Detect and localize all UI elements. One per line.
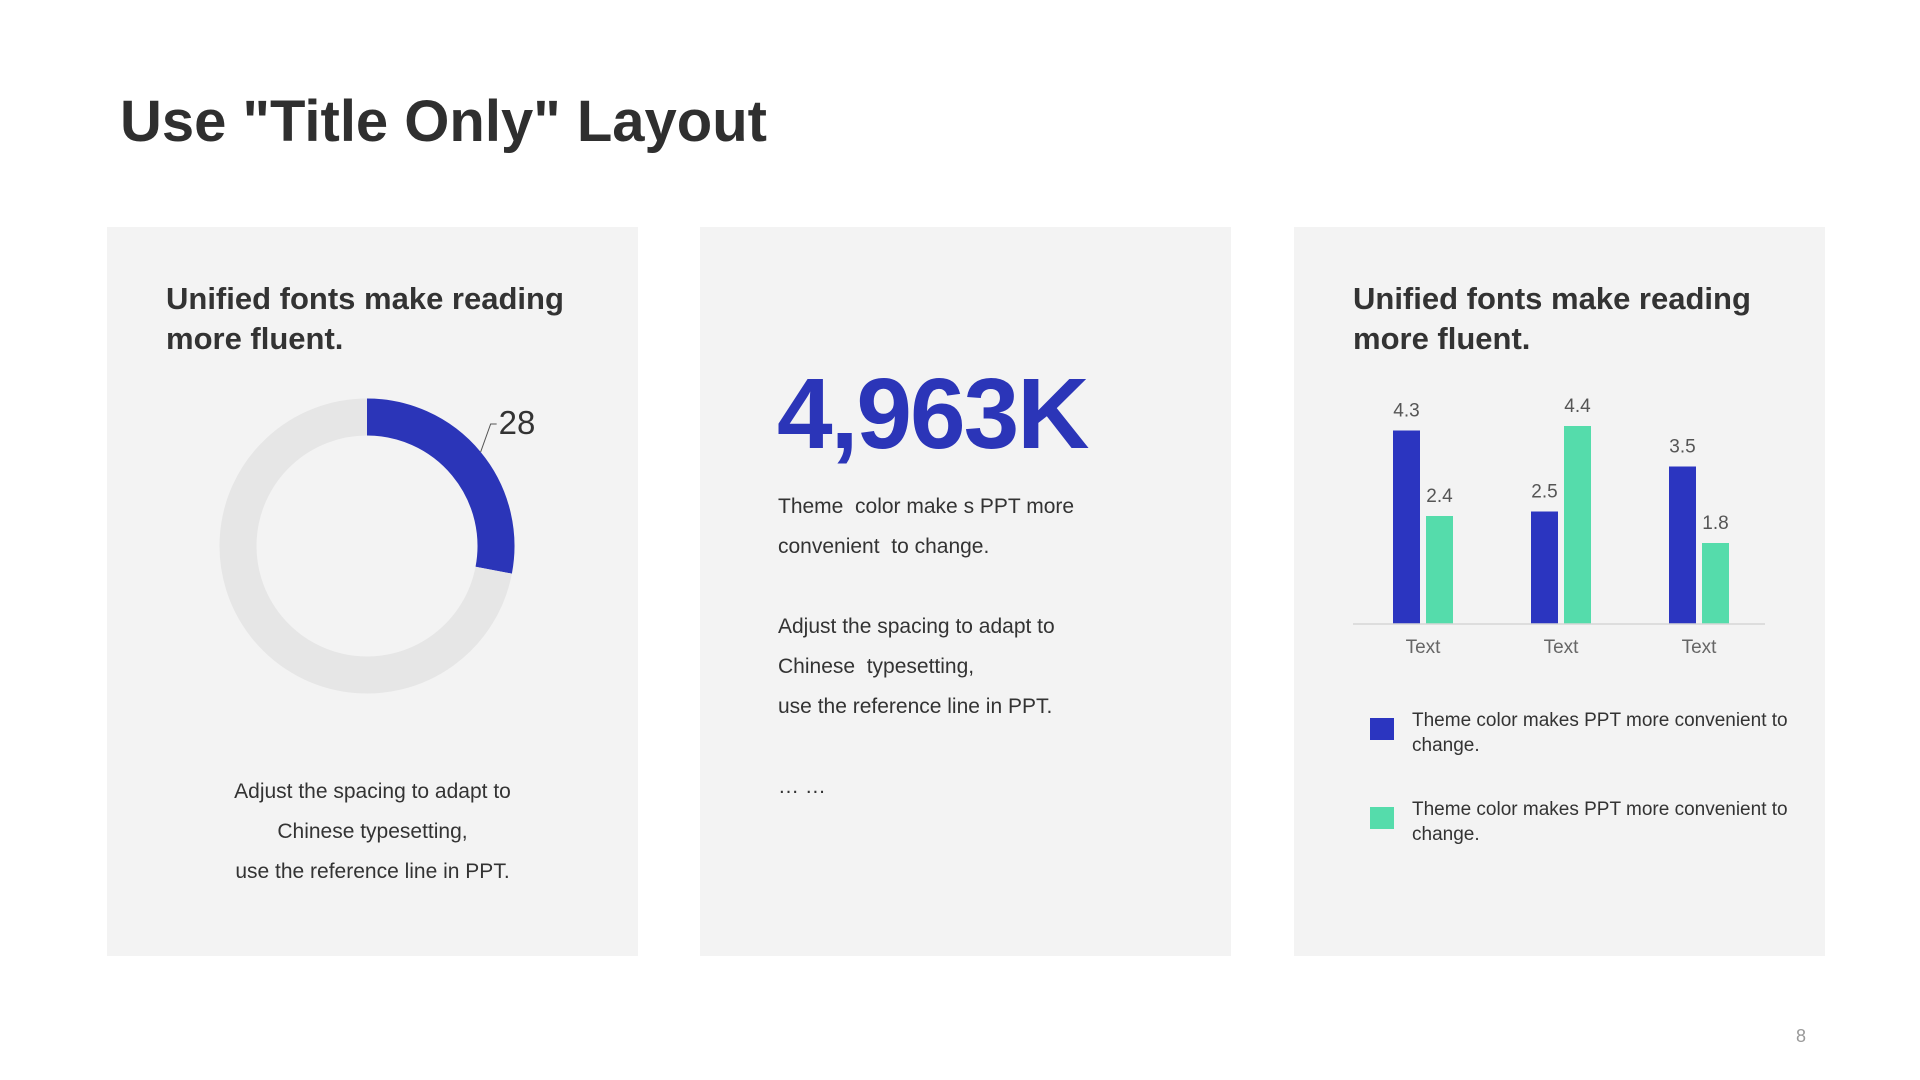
legend-swatch (1370, 718, 1394, 740)
bar-chart: 4.3 2.5 3.5 2.4 4.4 1.8 Text Text Text (1353, 396, 1765, 658)
bar-value-label: 4.3 (1393, 401, 1419, 422)
donut-slice (366, 398, 515, 574)
ellipsis-text: … … (778, 775, 826, 798)
body-line: Adjust the spacing to adapt to (778, 615, 1055, 638)
legend-swatch (1370, 807, 1394, 829)
card-heading: Unified fonts make reading more fluent. (166, 281, 564, 356)
page-number: 8 (1796, 1026, 1807, 1046)
stat-card: 4,963K Theme color make s PPT more conve… (700, 227, 1231, 956)
bar-value-label: 2.5 (1531, 482, 1557, 503)
x-tick-label: Text (1406, 637, 1442, 658)
body-line: convenient to change. (778, 535, 990, 558)
bar (1426, 516, 1453, 624)
bar-value-label: 1.8 (1702, 513, 1728, 534)
bar (1564, 426, 1591, 624)
card-heading: Unified fonts make reading more fluent. (1353, 281, 1751, 356)
bar-chart-card: Unified fonts make reading more fluent. … (1294, 227, 1825, 956)
donut-slice (219, 398, 512, 694)
body-line: Theme color make s PPT more (778, 495, 1075, 518)
leader-line (480, 423, 497, 453)
bar (1531, 511, 1558, 624)
x-tick-label: Text (1544, 637, 1580, 658)
bar (1669, 466, 1696, 624)
body-line: use the reference line in PPT. (778, 695, 1053, 718)
bar-value-label: 4.4 (1564, 396, 1591, 417)
slide-title: Use "Title Only" Layout (120, 89, 767, 154)
donut-chart: 28 (219, 398, 536, 694)
bar-value-label: 2.4 (1426, 486, 1453, 507)
legend-label: Theme color makes PPT more convenient to… (1412, 710, 1788, 756)
bar (1393, 430, 1420, 624)
body-line: Chinese typesetting, (778, 655, 975, 678)
donut-card: Unified fonts make reading more fluent. … (107, 227, 638, 956)
legend-label: Theme color makes PPT more convenient to… (1412, 799, 1788, 845)
x-tick-label: Text (1682, 637, 1718, 658)
data-label: 28 (499, 404, 536, 441)
body-line: Chinese typesetting, (277, 820, 468, 843)
bar (1702, 543, 1729, 624)
big-stat-value: 4,963K (777, 358, 1089, 470)
bar-value-label: 3.5 (1669, 437, 1695, 458)
body-line: use the reference line in PPT. (235, 860, 510, 883)
body-line: Adjust the spacing to adapt to (234, 780, 511, 803)
